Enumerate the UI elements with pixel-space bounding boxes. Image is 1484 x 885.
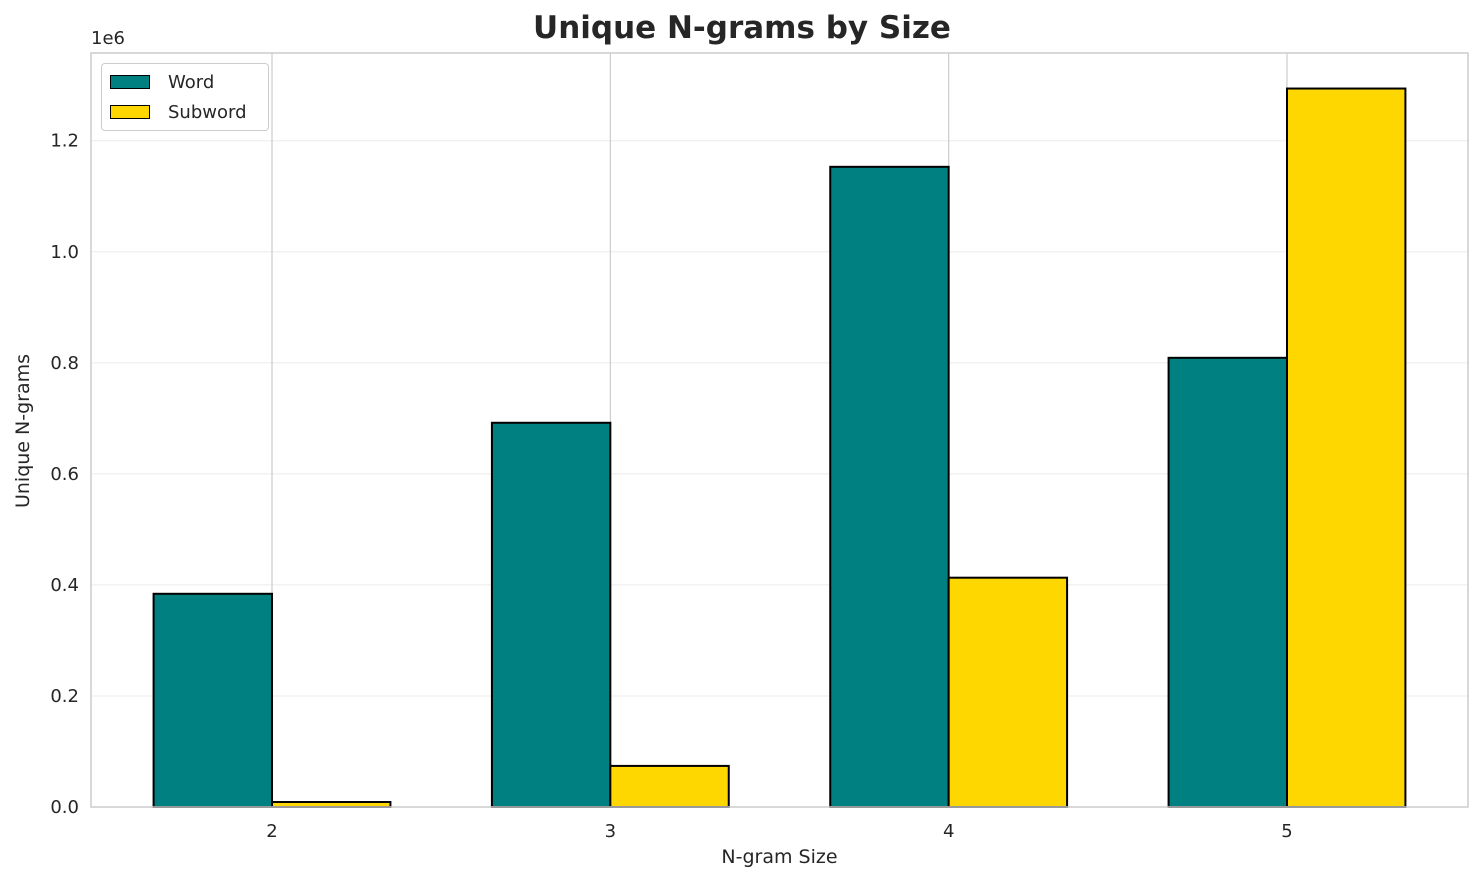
y-tick-label: 1.0 [50, 242, 79, 263]
bar-subword-5 [1285, 87, 1407, 808]
x-tick-label: 2 [266, 821, 277, 842]
plot-frame [90, 52, 1469, 808]
bar-subword-3 [609, 764, 730, 808]
x-tick-label: 4 [943, 821, 954, 842]
legend-item-subword: Subword [110, 100, 247, 124]
x-axis-label: N-gram Size [721, 846, 838, 868]
y-tick-label: 0.2 [50, 686, 79, 707]
bar-word-3 [490, 421, 612, 808]
y-tick-label: 1.2 [50, 131, 79, 152]
x-tick-label: 5 [1281, 821, 1292, 842]
y-axis-label: Unique N-grams [12, 353, 34, 509]
bar-word-2 [152, 592, 274, 809]
bar-word-4 [829, 165, 950, 809]
bar-subword-4 [947, 576, 1069, 809]
legend-swatch-word [110, 75, 150, 89]
legend-label-word: Word [168, 71, 215, 93]
y-tick-label: 0.0 [50, 797, 79, 818]
y-axis-offset-label: 1e6 [91, 28, 125, 49]
y-tick-label: 0.8 [50, 353, 79, 374]
bar-word-5 [1167, 356, 1288, 808]
legend-swatch-subword [110, 105, 150, 119]
chart-title: Unique N-grams by Size [533, 10, 951, 46]
legend-label-subword: Subword [168, 101, 247, 123]
x-tick-label: 3 [605, 821, 616, 842]
y-tick-label: 0.4 [50, 575, 79, 596]
legend-item-word: Word [110, 70, 214, 94]
legend: Word Subword [101, 63, 269, 131]
y-tick-label: 0.6 [50, 464, 79, 485]
